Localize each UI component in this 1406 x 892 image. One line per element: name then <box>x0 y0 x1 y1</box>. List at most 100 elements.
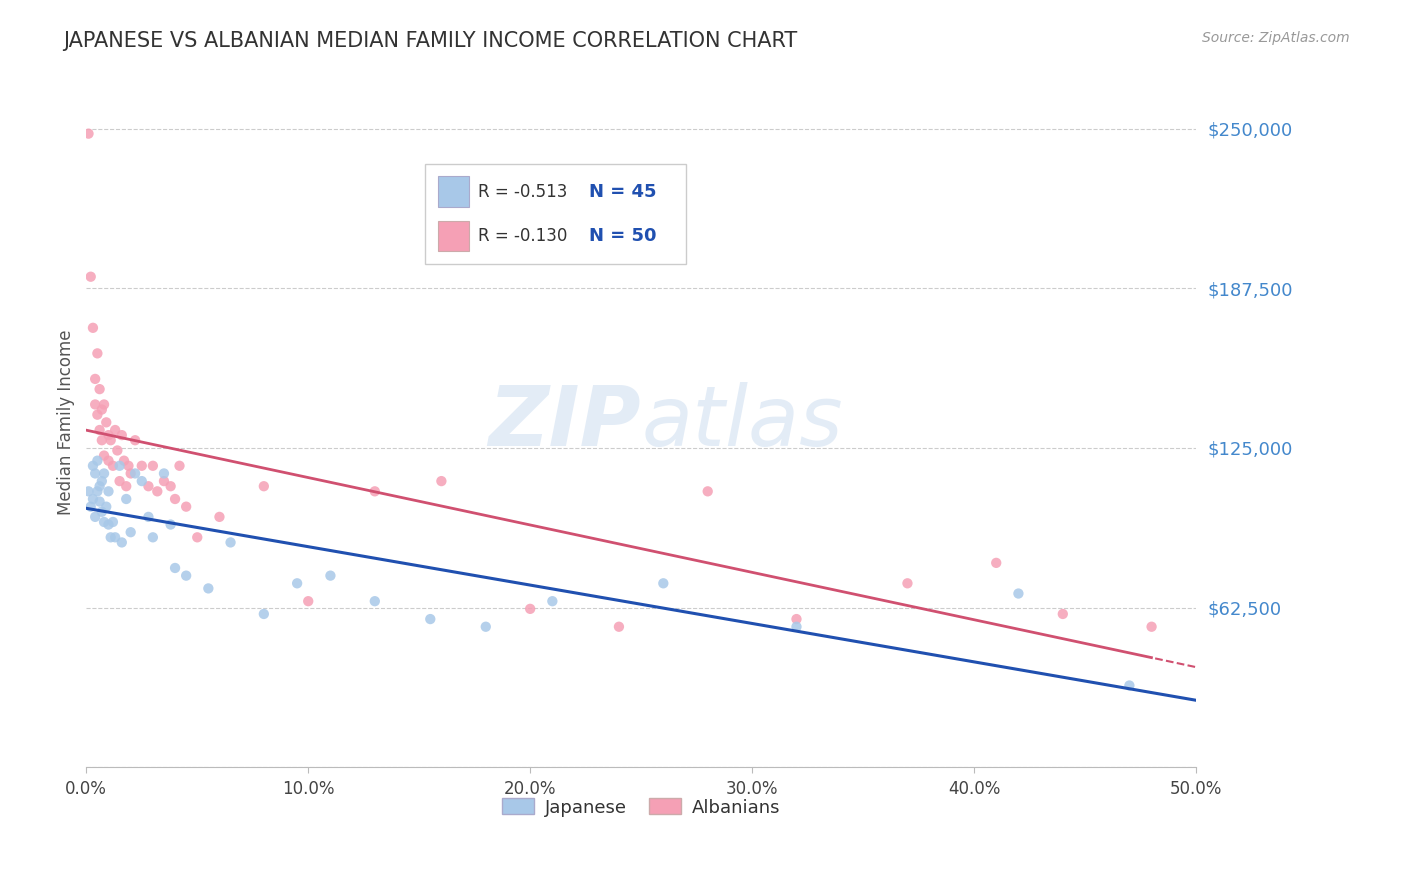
Point <box>364 594 387 608</box>
Point <box>101 515 124 529</box>
Point <box>96 500 118 514</box>
Point <box>86 408 108 422</box>
Point <box>986 556 1008 570</box>
Point <box>138 509 160 524</box>
Point <box>82 491 104 506</box>
Point <box>785 620 807 634</box>
Point <box>86 484 108 499</box>
Point <box>186 530 208 544</box>
Point <box>1118 678 1140 692</box>
Point <box>84 509 107 524</box>
Text: N = 45: N = 45 <box>589 183 657 201</box>
Point <box>131 458 153 473</box>
Point <box>785 612 807 626</box>
Point <box>1052 607 1074 621</box>
Point <box>165 491 187 506</box>
Point <box>77 484 100 499</box>
Point <box>475 620 498 634</box>
Point <box>253 607 276 621</box>
Point <box>419 612 441 626</box>
Point <box>138 479 160 493</box>
Point <box>197 582 219 596</box>
Point <box>364 484 387 499</box>
Point <box>105 443 128 458</box>
Y-axis label: Median Family Income: Median Family Income <box>58 330 75 515</box>
Point <box>111 535 134 549</box>
Point <box>117 458 139 473</box>
FancyBboxPatch shape <box>439 220 470 251</box>
Point <box>696 484 718 499</box>
Point <box>519 602 541 616</box>
Point <box>111 428 134 442</box>
Point <box>115 491 138 506</box>
Point <box>77 127 100 141</box>
Point <box>104 530 127 544</box>
Point <box>100 530 122 544</box>
Point <box>93 515 115 529</box>
FancyBboxPatch shape <box>425 163 686 264</box>
Point <box>90 434 112 448</box>
Point <box>219 535 242 549</box>
Point <box>108 458 131 473</box>
Point <box>1140 620 1163 634</box>
Point <box>89 494 111 508</box>
Point <box>90 505 112 519</box>
Point <box>120 525 142 540</box>
Point <box>97 484 120 499</box>
Point <box>90 474 112 488</box>
Point <box>93 397 115 411</box>
Point <box>1007 586 1029 600</box>
Point <box>319 568 342 582</box>
Text: N = 50: N = 50 <box>589 227 657 244</box>
Point <box>297 594 319 608</box>
Point <box>90 402 112 417</box>
Point <box>153 474 176 488</box>
Point <box>124 467 146 481</box>
Point <box>93 467 115 481</box>
Point <box>112 453 135 467</box>
Legend: Japanese, Albanians: Japanese, Albanians <box>495 791 787 824</box>
Point <box>430 474 453 488</box>
Point <box>285 576 308 591</box>
Text: ZIP: ZIP <box>488 382 641 463</box>
Point <box>174 500 197 514</box>
Point <box>93 449 115 463</box>
Point <box>146 484 169 499</box>
Point <box>131 474 153 488</box>
Text: JAPANESE VS ALBANIAN MEDIAN FAMILY INCOME CORRELATION CHART: JAPANESE VS ALBANIAN MEDIAN FAMILY INCOM… <box>63 31 797 51</box>
Point <box>84 397 107 411</box>
Point <box>174 568 197 582</box>
Point <box>541 594 564 608</box>
Text: R = -0.513: R = -0.513 <box>478 183 568 201</box>
Point <box>82 321 104 335</box>
Point <box>652 576 675 591</box>
Point <box>108 474 131 488</box>
Point <box>89 423 111 437</box>
Point <box>169 458 191 473</box>
Point <box>97 453 120 467</box>
Point <box>142 530 165 544</box>
Text: atlas: atlas <box>641 382 842 463</box>
Point <box>86 453 108 467</box>
Point <box>100 434 122 448</box>
Point <box>86 346 108 360</box>
Point <box>80 269 103 284</box>
Point <box>97 428 120 442</box>
Point <box>120 467 142 481</box>
Point <box>208 509 231 524</box>
Text: Source: ZipAtlas.com: Source: ZipAtlas.com <box>1202 31 1350 45</box>
Point <box>124 434 146 448</box>
Point <box>84 372 107 386</box>
Point <box>84 467 107 481</box>
Point <box>253 479 276 493</box>
Point <box>104 423 127 437</box>
Point <box>101 458 124 473</box>
FancyBboxPatch shape <box>439 177 470 207</box>
Text: R = -0.130: R = -0.130 <box>478 227 568 244</box>
Point <box>165 561 187 575</box>
Point <box>96 415 118 429</box>
Point <box>153 467 176 481</box>
Point <box>607 620 630 634</box>
Point <box>142 458 165 473</box>
Point <box>80 500 103 514</box>
